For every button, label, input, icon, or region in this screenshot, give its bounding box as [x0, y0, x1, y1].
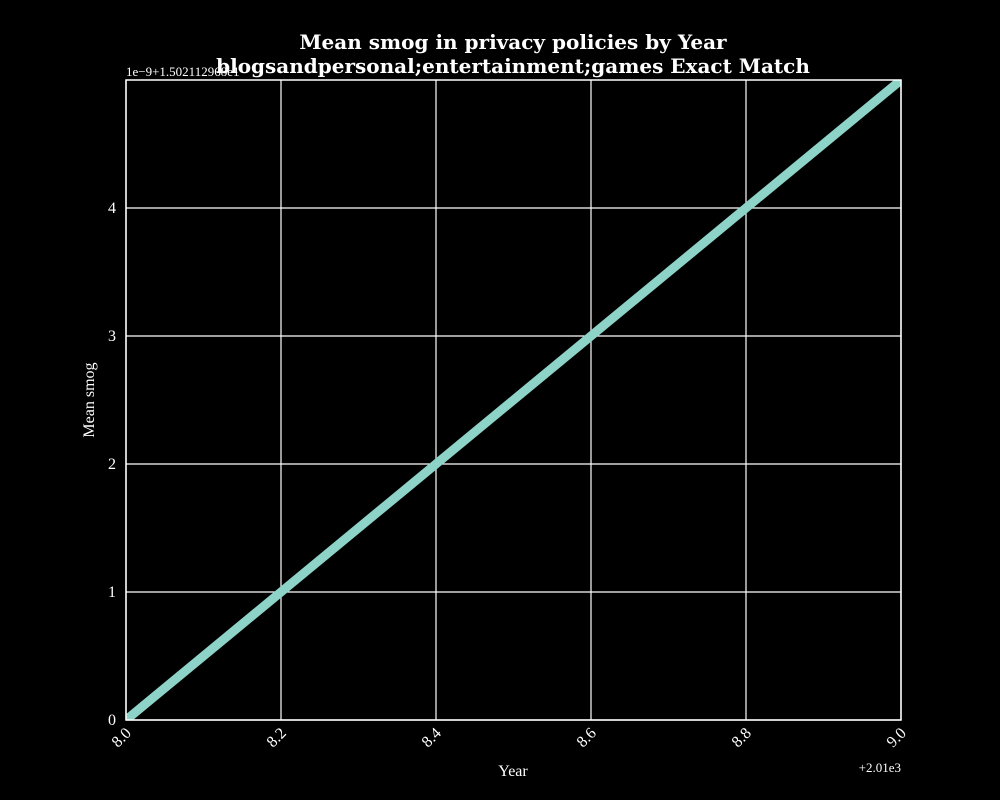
grid-lines [125, 80, 902, 721]
series-line-0 [126, 80, 901, 720]
y-axis-ticks: 0 1 2 3 4 [108, 200, 130, 729]
chart-subtitle: blogsandpersonal;entertainment;games Exa… [216, 54, 810, 78]
y-tick-label: 0 [108, 712, 116, 729]
y-tick-label: 4 [108, 200, 116, 217]
y-tick-label: 1 [108, 584, 116, 601]
y-axis-offset-label: 1e−9+1.502112968e1 [126, 64, 239, 79]
x-axis-label: Year [498, 763, 528, 780]
chart-title: Mean smog in privacy policies by Year [299, 30, 727, 54]
y-tick-label: 3 [108, 328, 116, 345]
x-axis-offset-label: +2.01e3 [859, 760, 901, 775]
plot-frame [125, 79, 902, 721]
y-axis-label: Mean smog [81, 362, 98, 437]
series-layer [126, 80, 901, 720]
y-tick-label: 2 [108, 456, 116, 473]
